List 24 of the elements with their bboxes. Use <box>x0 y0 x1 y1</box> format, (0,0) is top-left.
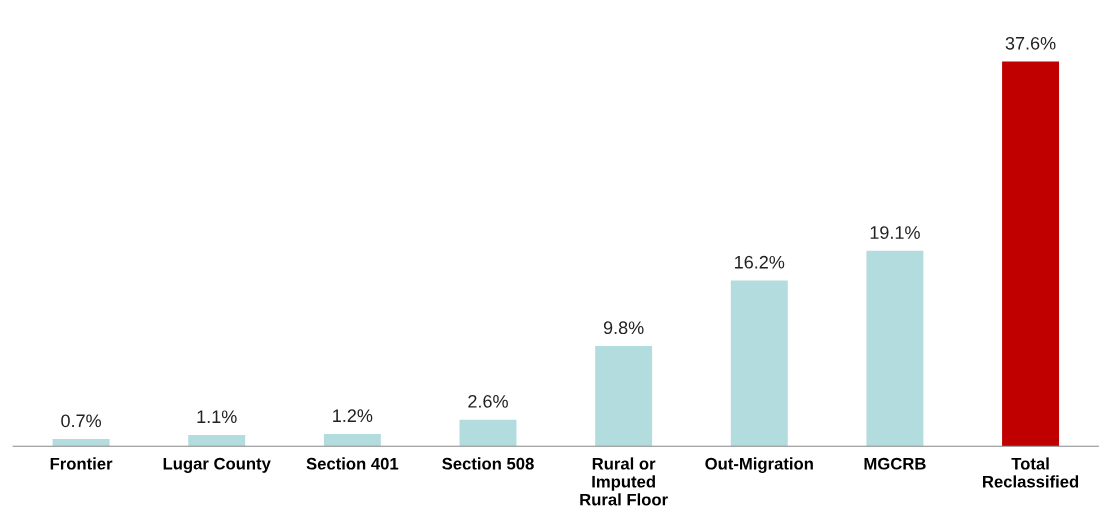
data-label: 2.6% <box>468 394 508 408</box>
bar <box>1002 61 1060 447</box>
x-tick-label: Out-Migration <box>705 457 813 473</box>
x-tick-label: Lugar County <box>163 457 271 473</box>
bar <box>595 346 653 447</box>
data-label: 1.2% <box>333 409 373 423</box>
bar <box>459 419 517 447</box>
x-tick-label: MGCRB <box>864 457 926 470</box>
data-label: 0.7% <box>61 414 102 428</box>
data-label: 9.8% <box>603 321 644 335</box>
x-tick-label: Section 508 <box>442 457 534 470</box>
bar <box>730 280 788 447</box>
data-label: 16.2% <box>735 255 785 269</box>
bar <box>323 433 381 447</box>
bar <box>188 435 246 447</box>
data-label: 37.6% <box>1005 36 1056 50</box>
data-label: 1.1% <box>197 410 237 424</box>
data-label: 19.1% <box>870 226 920 239</box>
bar <box>52 439 110 447</box>
x-tick-label: Frontier <box>50 457 113 470</box>
x-tick-label: Section 401 <box>306 457 399 470</box>
bar <box>866 250 924 447</box>
x-tick-label: Rural or Imputed Rural Floor <box>580 457 668 506</box>
x-tick-label: Total Reclassified <box>983 457 1079 488</box>
